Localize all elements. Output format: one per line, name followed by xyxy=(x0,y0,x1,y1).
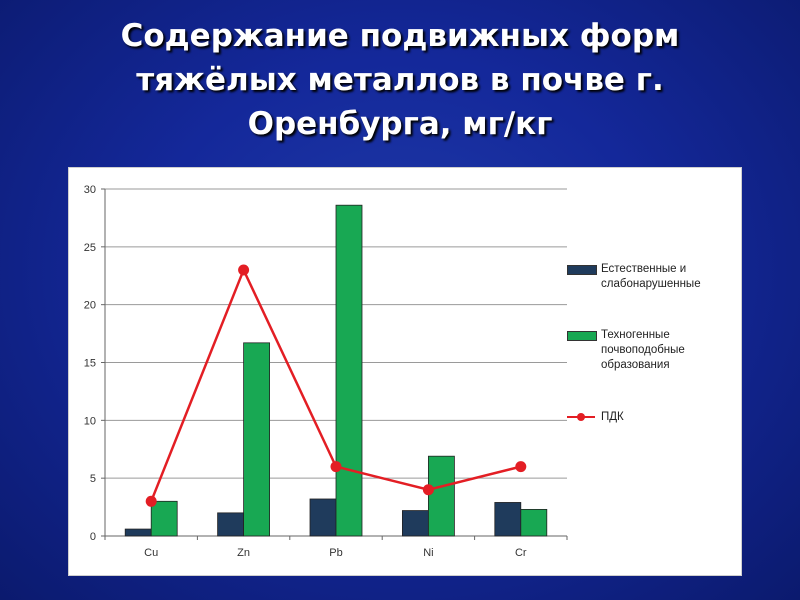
y-tick-label: 25 xyxy=(84,242,96,254)
bar-natural-ni xyxy=(401,510,429,537)
legend-label-line: образования xyxy=(601,359,670,371)
title-line-2: тяжёлых металлов в почве г. xyxy=(136,62,664,98)
bar-natural-cu xyxy=(124,528,152,537)
bar-natural-zn xyxy=(217,512,245,537)
chart-plot: 0 5 10 15 20 25 30 Cu Zn Pb Ni Cr xyxy=(84,184,568,559)
point-pdk-ni xyxy=(422,484,434,496)
bar-technogenic-cu xyxy=(150,500,178,537)
legend-label-line: слабонарушенные xyxy=(601,278,701,290)
x-tick-label: Cr xyxy=(515,547,527,559)
legend-label: Естественные и слабонарушенные xyxy=(601,262,737,292)
legend-label-line: Техногенные xyxy=(601,329,670,341)
point-pdk-zn xyxy=(238,264,250,276)
y-tick-label: 20 xyxy=(84,300,96,312)
bar-technogenic-cr xyxy=(520,508,548,537)
y-tick-label: 5 xyxy=(90,473,96,485)
title-line-3: Оренбурга, мг/кг xyxy=(247,106,553,142)
bar-natural-cr xyxy=(494,502,522,537)
x-tick-label: Ni xyxy=(423,547,433,559)
x-tick-label: Zn xyxy=(237,547,250,559)
bar-technogenic-ni xyxy=(427,455,455,537)
legend-label: Техногенные почвоподобные образования xyxy=(601,328,737,373)
point-pdk-pb xyxy=(330,461,342,473)
x-tick-label: Pb xyxy=(329,547,342,559)
legend-label-line: Естественные и xyxy=(601,263,687,275)
bar-natural-pb xyxy=(309,498,337,537)
point-pdk-cr xyxy=(515,461,527,473)
y-tick-label: 30 xyxy=(84,184,96,196)
chart-panel: 0 5 10 15 20 25 30 Cu Zn Pb Ni Cr Естественные и сла… xyxy=(68,167,742,576)
slide-title: Содержание подвижных форм тяжёлых металл… xyxy=(0,14,800,146)
y-tick-label: 15 xyxy=(84,358,96,370)
y-tick-label: 0 xyxy=(90,531,96,543)
x-tick-label: Cu xyxy=(144,547,158,559)
legend-label-line: почвоподобные xyxy=(601,344,685,356)
legend-swatch xyxy=(567,265,597,275)
bar-technogenic-zn xyxy=(243,342,271,537)
point-pdk-cu xyxy=(145,495,157,507)
title-line-1: Содержание подвижных форм xyxy=(120,18,680,54)
legend-label: ПДК xyxy=(601,410,737,425)
bar-technogenic-pb xyxy=(335,204,363,537)
y-tick-label: 10 xyxy=(84,415,96,427)
legend-swatch xyxy=(567,331,597,341)
legend-label-line: ПДК xyxy=(601,411,624,423)
